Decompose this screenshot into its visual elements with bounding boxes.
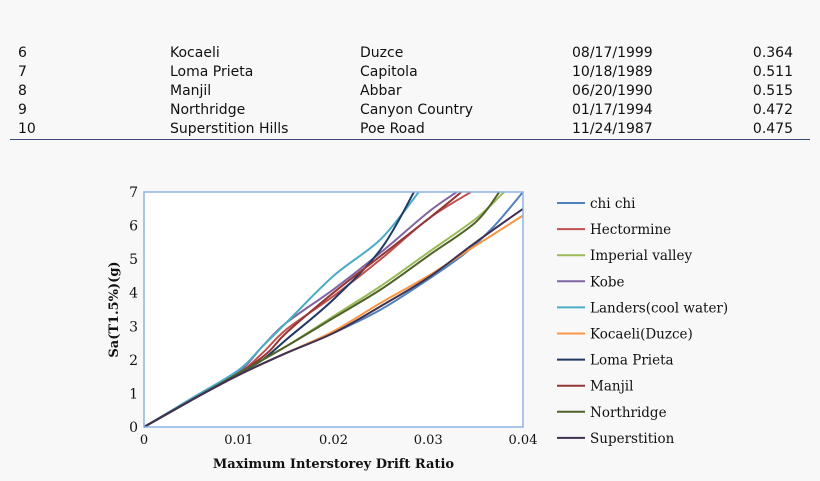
event-name: Northridge bbox=[170, 102, 246, 118]
table-row: 6 Kocaeli Duzce 08/17/1999 0.364 bbox=[0, 44, 820, 62]
table-row: 7 Loma Prieta Capitola 10/18/1989 0.511 bbox=[0, 63, 820, 81]
row-number: 8 bbox=[18, 83, 27, 99]
legend-entry: Manjil bbox=[590, 379, 633, 395]
y-tick-label: 6 bbox=[129, 219, 138, 235]
row-number: 6 bbox=[18, 45, 27, 61]
table-row: 9 Northridge Canyon Country 01/17/1994 0.472 bbox=[0, 101, 820, 119]
legend-entry: Superstition bbox=[590, 431, 675, 447]
table-bottom-rule bbox=[10, 139, 810, 140]
y-tick-label: 3 bbox=[129, 319, 138, 335]
y-tick-label: 2 bbox=[129, 353, 138, 369]
station-name: Poe Road bbox=[360, 121, 425, 137]
row-number: 9 bbox=[18, 102, 27, 118]
legend-entry: Kocaeli(Duzce) bbox=[590, 327, 693, 343]
y-tick-label: 5 bbox=[129, 252, 138, 268]
y-tick-label: 1 bbox=[129, 386, 138, 402]
pga-value: 0.472 bbox=[752, 102, 793, 118]
legend-entry: Landers(cool water) bbox=[590, 300, 728, 316]
row-number: 7 bbox=[18, 64, 27, 80]
x-tick-label: 0.01 bbox=[224, 433, 253, 448]
plot-frame bbox=[143, 191, 524, 428]
legend-entry: Loma Prieta bbox=[590, 353, 674, 369]
pga-value: 0.515 bbox=[752, 83, 793, 99]
plot-area bbox=[144, 192, 523, 427]
event-name: Manjil bbox=[170, 83, 212, 99]
record-date: 11/24/1987 bbox=[572, 121, 653, 137]
x-axis-label: Maximum Interstorey Drift Ratio bbox=[213, 457, 454, 472]
event-name: Superstition Hills bbox=[170, 121, 289, 137]
legend-entry: chi chi bbox=[590, 196, 636, 212]
pga-value: 0.511 bbox=[752, 64, 793, 80]
station-name: Canyon Country bbox=[360, 102, 474, 118]
station-name: Capitola bbox=[360, 64, 418, 80]
pga-value: 0.364 bbox=[752, 45, 793, 61]
legend-entry: Kobe bbox=[590, 274, 624, 290]
station-name: Abbar bbox=[360, 83, 402, 99]
pga-value: 0.475 bbox=[752, 121, 793, 137]
x-tick-label: 0.02 bbox=[319, 433, 348, 448]
record-date: 08/17/1999 bbox=[572, 45, 653, 61]
legend-entry: Imperial valley bbox=[590, 248, 692, 264]
row-number: 10 bbox=[18, 121, 36, 137]
legend-entry: Northridge bbox=[590, 405, 667, 421]
legend-entry: Hectormine bbox=[590, 222, 671, 238]
table-row: 10 Superstition Hills Poe Road 11/24/1987 0.… bbox=[0, 120, 820, 138]
series-line-superstition bbox=[143, 207, 524, 428]
y-tick-label: 0 bbox=[129, 420, 138, 436]
record-date: 06/20/1990 bbox=[572, 83, 653, 99]
record-date: 10/18/1989 bbox=[572, 64, 653, 80]
y-tick-label: 4 bbox=[129, 286, 138, 302]
event-name: Kocaeli bbox=[170, 45, 220, 61]
y-tick-label: 7 bbox=[129, 185, 138, 201]
station-name: Duzce bbox=[360, 45, 404, 61]
series-line-landers-cool-water- bbox=[143, 191, 420, 428]
record-date: 01/17/1994 bbox=[572, 102, 653, 118]
y-axis-label: Sa(T1.5%)(g) bbox=[107, 261, 122, 357]
event-name: Loma Prieta bbox=[170, 64, 254, 80]
x-tick-label: 0.03 bbox=[414, 433, 443, 448]
x-tick-label: 0.04 bbox=[509, 433, 538, 448]
table-row: 8 Manjil Abbar 06/20/1990 0.515 bbox=[0, 82, 820, 100]
x-tick-label: 0 bbox=[140, 433, 148, 448]
